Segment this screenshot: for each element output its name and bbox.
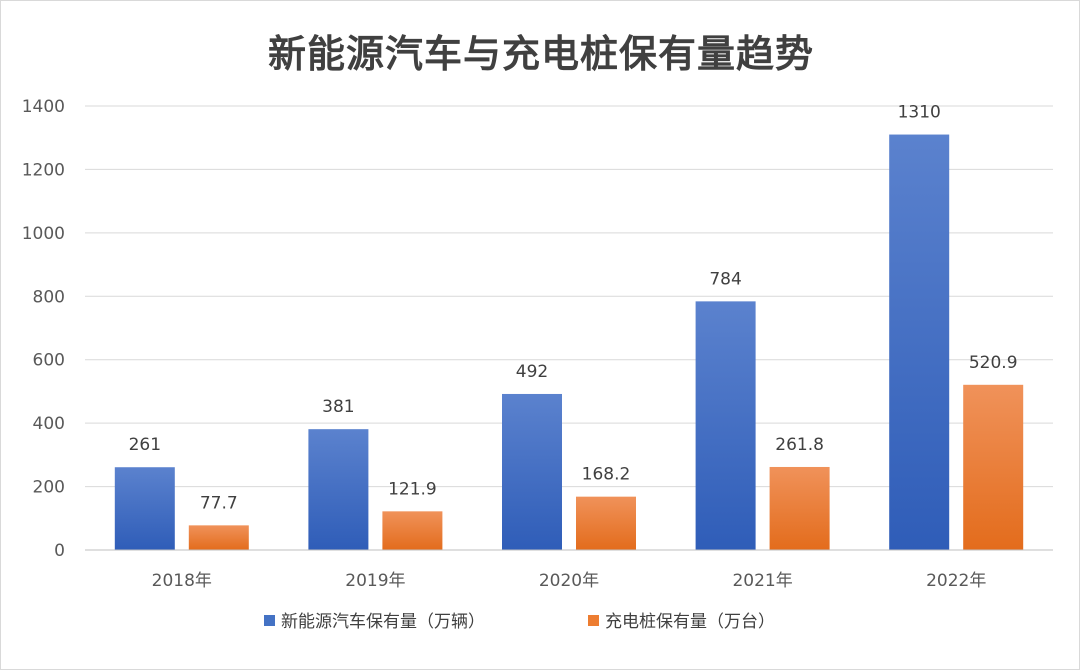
data-label: 381 — [322, 397, 354, 417]
data-label: 168.2 — [582, 465, 631, 485]
y-tick-label: 1000 — [22, 224, 65, 244]
charger-bar — [382, 511, 443, 550]
y-tick-label: 200 — [33, 478, 65, 498]
data-label: 1310 — [898, 103, 941, 123]
y-tick-label: 1200 — [22, 160, 65, 180]
y-tick-label: 800 — [33, 287, 65, 307]
y-tick-label: 600 — [33, 351, 65, 371]
legend-label-ev: 新能源汽车保有量（万辆） — [281, 612, 485, 632]
data-label: 784 — [709, 269, 741, 289]
charger-bar — [576, 496, 636, 550]
x-tick-label: 2022年 — [926, 571, 986, 591]
x-tick-label: 2021年 — [732, 571, 792, 591]
ev-bar — [502, 393, 562, 550]
chart-title: 新能源汽车与充电桩保有量趋势 — [267, 32, 814, 76]
y-tick-label: 400 — [33, 414, 65, 434]
data-label: 261 — [129, 435, 161, 455]
ev-bar — [114, 467, 175, 550]
data-label: 261.8 — [775, 435, 824, 455]
ev-bar — [889, 134, 950, 551]
legend-marker-ev — [264, 615, 275, 626]
legend-label-charger: 充电桩保有量（万台） — [605, 612, 775, 632]
charger-bar — [963, 384, 1024, 550]
y-tick-label: 0 — [54, 541, 65, 561]
x-tick-label: 2020年 — [539, 571, 599, 591]
data-label: 492 — [516, 362, 548, 382]
x-tick-label: 2019年 — [345, 571, 405, 591]
charger-bar — [188, 525, 249, 550]
data-label: 121.9 — [388, 479, 437, 499]
y-tick-label: 1400 — [22, 97, 65, 117]
ev-bar — [695, 301, 756, 550]
data-label: 77.7 — [200, 493, 238, 513]
data-label: 520.9 — [969, 353, 1018, 373]
ev-bar — [308, 429, 369, 550]
x-tick-label: 2018年 — [152, 571, 212, 591]
charger-bar — [769, 466, 830, 550]
legend-marker-charger — [588, 615, 599, 626]
